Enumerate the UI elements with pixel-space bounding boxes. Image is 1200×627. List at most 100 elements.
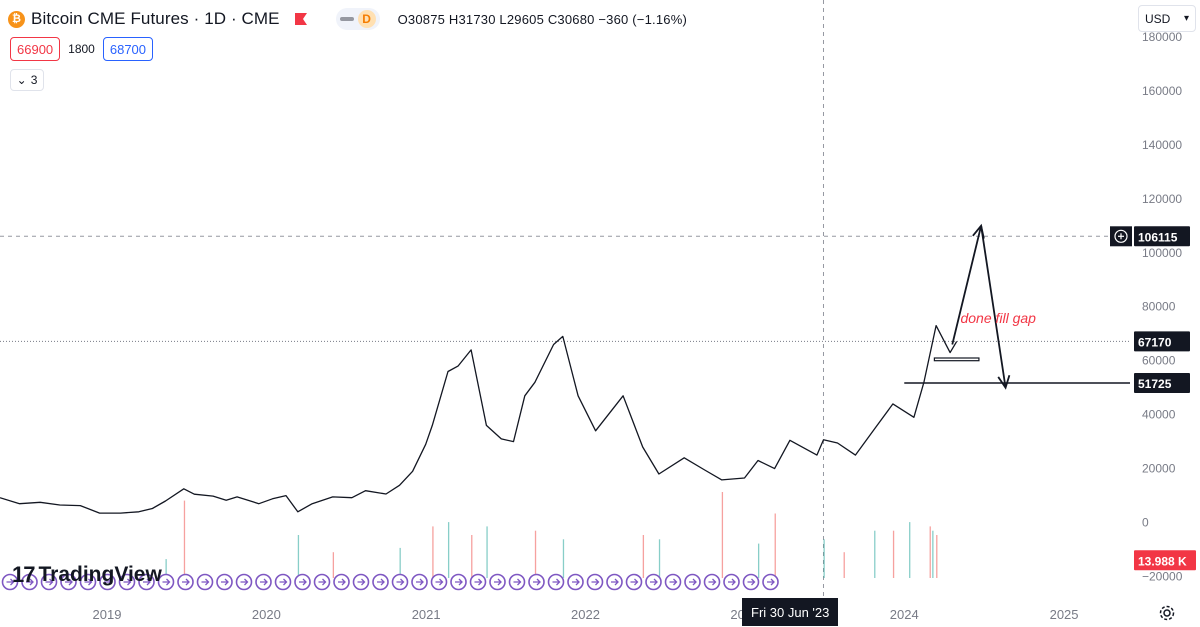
currency-selector[interactable]: USD ▾	[1138, 5, 1196, 32]
event-arrow-icon	[84, 578, 93, 586]
flag-icon[interactable]	[294, 12, 308, 26]
event-arrow-icon	[747, 578, 756, 586]
sell-button[interactable]: 66900	[10, 37, 61, 61]
volume-bar	[432, 526, 434, 578]
event-arrow-icon	[104, 578, 112, 586]
delayed-data-badge: D	[357, 10, 376, 28]
chevron-down-icon: ▾	[1183, 13, 1189, 24]
y-tick-label: 140000	[1142, 138, 1182, 152]
event-arrow-icon	[494, 578, 502, 586]
event-arrow-icon	[123, 578, 132, 586]
event-arrow-icon	[669, 578, 678, 586]
y-tick-label: 80000	[1142, 300, 1176, 314]
logo-text: TradingView	[38, 563, 162, 586]
x-tick-label: 2020	[252, 607, 281, 622]
price-axis-badge-label: 67170	[1138, 335, 1172, 349]
event-arrow-icon	[591, 578, 600, 586]
event-arrow-icon	[396, 578, 405, 586]
volume-bar	[909, 522, 911, 578]
price-axis-badge	[1134, 550, 1196, 571]
event-arrow-icon	[357, 578, 366, 586]
volume-bar	[332, 552, 335, 578]
price-axis-badge-label: 106115	[1138, 230, 1178, 244]
plus-circle-icon	[1114, 229, 1128, 243]
event-arrow-icon	[435, 578, 444, 586]
event-arrow-icon	[513, 578, 522, 586]
data-status-pill[interactable]: D	[335, 8, 380, 30]
tradingview-mark-icon: 17	[12, 562, 36, 587]
indicators-toggle[interactable]: ⌄ 3	[10, 69, 44, 91]
volume-bar	[642, 535, 645, 578]
event-arrow-icon	[279, 578, 288, 586]
y-tick-label: 60000	[1142, 354, 1176, 368]
y-tick-label: 40000	[1142, 408, 1176, 422]
projection-path	[951, 225, 1007, 388]
price-line	[0, 324, 958, 514]
event-arrow-icon	[416, 578, 424, 586]
event-arrow-icon	[630, 578, 639, 586]
volume-bar	[399, 547, 401, 578]
event-arrow-icon	[143, 578, 151, 586]
volume-bar	[165, 559, 167, 578]
price-axis-badge-label: 13.988 K	[1138, 554, 1187, 568]
volume-bar	[562, 539, 565, 578]
volume-bar	[297, 535, 300, 578]
event-arrow-icon	[611, 578, 619, 586]
event-arrow-icon	[338, 578, 346, 586]
bitcoin-icon: ₿	[8, 10, 25, 28]
volume-bar	[471, 535, 473, 578]
x-tick-label: 2021	[412, 607, 441, 622]
event-arrow-icon	[708, 578, 717, 586]
event-arrow-icon	[299, 578, 307, 586]
event-arrow-icon	[65, 578, 73, 586]
event-arrow-icon	[533, 578, 541, 586]
projection-arrowhead	[972, 223, 985, 239]
volume-bar	[774, 513, 776, 578]
tradingview-logo[interactable]: 17 TradingView	[12, 562, 162, 588]
x-tick-label: 2025	[1050, 607, 1079, 622]
event-arrow-icon	[26, 578, 34, 586]
volume-bar	[892, 530, 895, 578]
volume-bar	[823, 539, 825, 578]
volume-bar	[932, 530, 934, 578]
gap-zone-box	[933, 357, 980, 362]
volume-bar	[721, 492, 724, 578]
volume-bar	[183, 500, 186, 578]
event-arrow-icon	[201, 578, 210, 586]
symbol-title[interactable]: Bitcoin CME Futures · 1D · CME	[31, 9, 280, 28]
x-tick-label: 2022	[571, 607, 600, 622]
price-axis-badge-label: 51725	[1138, 377, 1172, 391]
event-arrow-icon	[377, 578, 385, 586]
y-tick-label: 20000	[1142, 462, 1176, 476]
indicators-count: 3	[30, 73, 38, 87]
event-arrow-icon	[455, 578, 463, 586]
event-arrow-icon	[45, 578, 54, 586]
event-arrow-icon	[552, 578, 561, 586]
trade-panel: 66900 1800 68700	[10, 37, 154, 61]
price-axis-badge	[1134, 226, 1190, 247]
price-axis-badge	[1134, 331, 1190, 352]
event-arrow-icon	[221, 578, 229, 586]
volume-bar	[929, 526, 931, 578]
y-tick-label: 0	[1142, 516, 1149, 530]
price-axis-badge	[1134, 373, 1190, 394]
spread-value: 1800	[68, 42, 95, 56]
event-arrow-icon	[240, 578, 249, 586]
y-tick-label: 180000	[1142, 30, 1182, 44]
market-status-icon	[339, 17, 354, 21]
chevron-down-icon: ⌄	[16, 73, 27, 87]
event-arrow-icon	[182, 578, 190, 586]
volume-bar	[534, 530, 537, 578]
event-arrow-icon	[162, 578, 171, 586]
event-arrow-icon	[474, 578, 483, 586]
projection-arrowhead	[997, 374, 1011, 390]
crosshair-time-label: Fri 30 Jun '23	[742, 598, 839, 626]
volume-bar	[757, 543, 760, 578]
settings-icon[interactable]	[1158, 604, 1176, 622]
volume-bar	[486, 526, 488, 578]
buy-button[interactable]: 68700	[102, 37, 154, 61]
event-arrow-icon	[650, 578, 658, 586]
x-tick-label: 2024	[890, 607, 919, 622]
event-arrow-icon	[260, 578, 268, 586]
